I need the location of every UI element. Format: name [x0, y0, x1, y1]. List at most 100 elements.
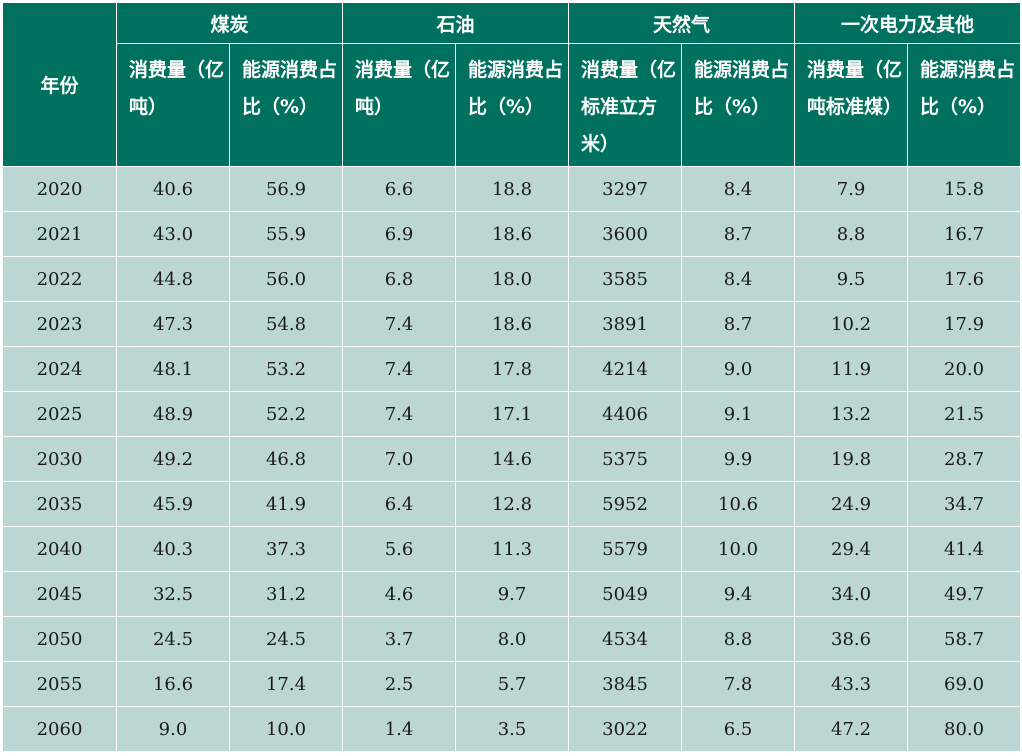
power-consumption-cell: 7.9 [794, 166, 909, 212]
power-consumption-cell: 8.8 [794, 211, 909, 257]
year-cell: 2055 [2, 661, 117, 707]
power-consumption-cell: 29.4 [794, 526, 909, 572]
coal-share-cell: 10.0 [228, 706, 344, 752]
coal-consumption-cell: 45.9 [116, 481, 230, 527]
power-consumption-cell: 43.3 [794, 661, 909, 707]
year-cell: 2020 [2, 166, 117, 212]
power-consumption-cell: 24.9 [794, 481, 909, 527]
year-column-header: 年份 [2, 2, 117, 167]
oil-consumption-cell: 6.9 [342, 211, 457, 257]
coal-consumption-cell: 9.0 [116, 706, 230, 752]
coal-share-cell: 55.9 [228, 211, 344, 257]
gas-share-cell: 10.0 [681, 526, 796, 572]
coal-share-cell: 56.9 [228, 166, 344, 212]
header-row-subheaders: 消费量（亿吨） 能源消费占比（%） 消费量（亿吨） 能源消费占比（%） 消费量（… [3, 43, 1022, 167]
oil-share-cell: 3.5 [455, 706, 570, 752]
power-share-cell: 80.0 [907, 706, 1022, 752]
gas-share-cell: 7.8 [681, 661, 796, 707]
oil-consumption-cell: 5.6 [342, 526, 457, 572]
coal-share-cell: 24.5 [228, 616, 344, 662]
oil-consumption-cell: 2.5 [342, 661, 457, 707]
year-cell: 2024 [2, 346, 117, 392]
oil-consumption-cell: 6.6 [342, 166, 457, 212]
year-cell: 2045 [2, 571, 117, 617]
gas-consumption-cell: 3891 [568, 301, 683, 347]
table-row: 2022 44.8 56.0 6.8 18.0 3585 8.4 9.5 17.6 [2, 256, 1022, 302]
table-row: 2050 24.5 24.5 3.7 8.0 4534 8.8 38.6 58.7 [2, 616, 1022, 662]
table-row: 2023 47.3 54.8 7.4 18.6 3891 8.7 10.2 17.9 [2, 301, 1022, 347]
coal-share-cell: 37.3 [228, 526, 344, 572]
oil-share-cell: 17.1 [455, 391, 570, 437]
gas-consumption-cell: 5049 [568, 571, 683, 617]
oil-share-cell: 14.6 [455, 436, 570, 482]
table-row: 2040 40.3 37.3 5.6 11.3 5579 10.0 29.4 41.4 [2, 526, 1022, 572]
gas-share-cell: 6.5 [681, 706, 796, 752]
coal-consumption-cell: 48.9 [116, 391, 230, 437]
power-consumption-header: 消费量（亿吨标准煤） [794, 43, 909, 167]
coal-consumption-cell: 49.2 [116, 436, 230, 482]
gas-consumption-cell: 5375 [568, 436, 683, 482]
power-consumption-cell: 47.2 [794, 706, 909, 752]
table-row: 2060 9.0 10.0 1.4 3.5 3022 6.5 47.2 80.0 [2, 706, 1022, 752]
coal-share-cell: 52.2 [228, 391, 344, 437]
power-share-cell: 58.7 [907, 616, 1022, 662]
oil-consumption-cell: 4.6 [342, 571, 457, 617]
year-cell: 2021 [2, 211, 117, 257]
power-consumption-cell: 9.5 [794, 256, 909, 302]
oil-share-cell: 5.7 [455, 661, 570, 707]
gas-share-cell: 9.0 [681, 346, 796, 392]
gas-share-cell: 8.7 [681, 301, 796, 347]
coal-share-cell: 53.2 [228, 346, 344, 392]
power-consumption-cell: 13.2 [794, 391, 909, 437]
power-share-cell: 49.7 [907, 571, 1022, 617]
oil-share-cell: 18.6 [455, 211, 570, 257]
table-row: 2021 43.0 55.9 6.9 18.6 3600 8.7 8.8 16.7 [2, 211, 1022, 257]
coal-share-cell: 31.2 [228, 571, 344, 617]
coal-consumption-cell: 44.8 [116, 256, 230, 302]
oil-consumption-cell: 3.7 [342, 616, 457, 662]
coal-group-header: 煤炭 [115, 2, 344, 44]
power-share-cell: 15.8 [907, 166, 1022, 212]
year-cell: 2025 [2, 391, 117, 437]
oil-consumption-cell: 7.4 [342, 391, 457, 437]
power-share-cell: 69.0 [907, 661, 1022, 707]
oil-share-cell: 18.6 [455, 301, 570, 347]
gas-consumption-header: 消费量（亿标准立方米） [568, 43, 683, 167]
coal-share-cell: 41.9 [228, 481, 344, 527]
oil-consumption-cell: 7.4 [342, 346, 457, 392]
power-consumption-cell: 10.2 [794, 301, 909, 347]
coal-consumption-header: 消费量（亿吨） [116, 43, 230, 167]
table-row: 2055 16.6 17.4 2.5 5.7 3845 7.8 43.3 69.0 [2, 661, 1022, 707]
gas-consumption-cell: 3845 [568, 661, 683, 707]
year-cell: 2040 [2, 526, 117, 572]
oil-consumption-cell: 1.4 [342, 706, 457, 752]
power-share-cell: 41.4 [907, 526, 1022, 572]
oil-consumption-header: 消费量（亿吨） [342, 43, 457, 167]
power-consumption-cell: 34.0 [794, 571, 909, 617]
year-cell: 2023 [2, 301, 117, 347]
gas-share-cell: 8.4 [681, 166, 796, 212]
gas-consumption-cell: 3022 [568, 706, 683, 752]
gas-share-cell: 9.9 [681, 436, 796, 482]
coal-consumption-cell: 43.0 [116, 211, 230, 257]
table-body: 2020 40.6 56.9 6.6 18.8 3297 8.4 7.9 15.8 2021 43.… [2, 166, 1022, 752]
table-row: 2030 49.2 46.8 7.0 14.6 5375 9.9 19.8 28.7 [2, 436, 1022, 482]
gas-share-cell: 8.7 [681, 211, 796, 257]
gas-share-header: 能源消费占比（%） [681, 43, 796, 167]
table-row: 2024 48.1 53.2 7.4 17.8 4214 9.0 11.9 20.0 [2, 346, 1022, 392]
gas-consumption-cell: 5579 [568, 526, 683, 572]
power-share-cell: 17.6 [907, 256, 1022, 302]
year-cell: 2030 [2, 436, 117, 482]
oil-share-cell: 12.8 [455, 481, 570, 527]
oil-consumption-cell: 7.0 [342, 436, 457, 482]
gas-consumption-cell: 3297 [568, 166, 683, 212]
coal-consumption-cell: 40.6 [116, 166, 230, 212]
table-row: 2045 32.5 31.2 4.6 9.7 5049 9.4 34.0 49.7 [2, 571, 1022, 617]
power-share-cell: 34.7 [907, 481, 1022, 527]
table-row: 2025 48.9 52.2 7.4 17.1 4406 9.1 13.2 21.5 [2, 391, 1022, 437]
gas-consumption-cell: 3600 [568, 211, 683, 257]
header-row-groups: 年份 煤炭 石油 天然气 一次电力及其他 [2, 2, 1022, 167]
gas-share-cell: 8.8 [681, 616, 796, 662]
gas-consumption-cell: 4534 [568, 616, 683, 662]
